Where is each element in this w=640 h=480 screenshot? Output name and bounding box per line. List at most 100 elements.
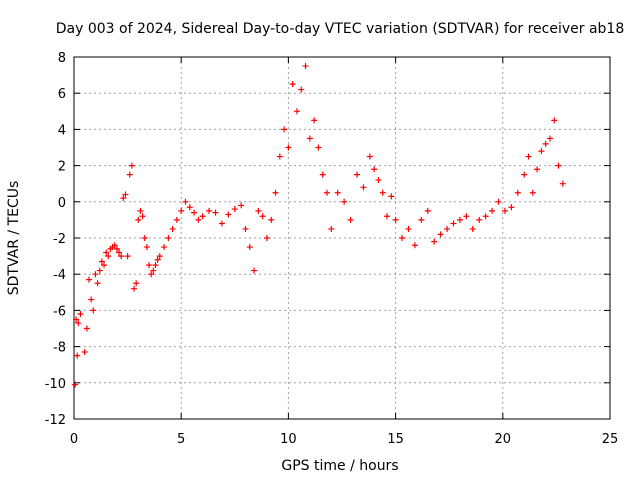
data-point [411,242,418,249]
x-tick-label: 15 [387,432,404,447]
data-point [450,220,457,227]
data-point [444,225,451,232]
data-point [501,207,508,214]
data-point [456,216,463,223]
data-point [75,320,82,327]
data-point [113,245,120,252]
data-point [135,216,142,223]
data-point [482,213,489,220]
y-tick-label: -8 [53,341,66,356]
data-point [218,220,225,227]
data-point [212,209,219,216]
data-point [72,381,79,388]
data-point [281,126,288,133]
data-point [83,325,90,332]
x-tick-label: 5 [177,432,185,447]
data-point [156,253,163,260]
data-point [98,258,105,265]
data-point [122,191,129,198]
data-point [199,213,206,220]
data-point [139,213,146,220]
data-point [323,189,330,196]
data-point [148,271,155,278]
data-point [137,207,144,214]
data-point [360,184,367,191]
data-point [101,262,108,269]
data-point [542,140,549,147]
data-point [514,189,521,196]
data-point [463,213,470,220]
data-point [146,262,153,269]
data-point [289,81,296,88]
data-point [469,225,476,232]
y-tick-label: -6 [53,304,66,319]
data-point [328,225,335,232]
data-point [559,180,566,187]
data-point [128,162,135,169]
axis-ticks: 0 5 10 15 20 25 -12 -10 -8 -6 -4 -2 0 2 4 6 8 [45,51,619,447]
x-axis-label: GPS time / hours [281,458,398,474]
chart-title: Day 003 of 2024, Sidereal Day-to-day VTE… [56,21,625,37]
data-point [77,311,84,318]
data-point [118,253,125,260]
data-point [173,216,180,223]
data-point [379,189,386,196]
data-point [384,213,391,220]
data-point [191,209,198,216]
data-point [306,135,313,142]
data-point [534,166,541,173]
data-point [131,285,138,292]
data-point [495,198,502,205]
data-point [546,135,553,142]
data-point [319,171,326,178]
data-point [272,189,279,196]
data-point [88,296,95,303]
x-tick-label: 25 [602,432,619,447]
data-point [268,216,275,223]
data-point [242,225,249,232]
data-point [169,225,176,232]
data-point [86,276,93,283]
data-point [105,253,112,260]
y-tick-label: -2 [53,232,66,247]
data-point [431,238,438,245]
data-point [133,280,140,287]
data-point [276,153,283,160]
data-point [186,204,193,211]
data-point [418,216,425,223]
data-point [178,207,185,214]
y-axis-label: SDTVAR / TECUs [6,181,22,296]
data-point [489,207,496,214]
data-point [141,235,148,241]
data-point [73,316,80,323]
y-tick-label: -10 [45,377,66,392]
y-tick-label: -4 [53,268,66,283]
data-point [111,242,118,249]
x-tick-label: 0 [70,432,78,447]
data-point [424,207,431,214]
data-point [525,153,532,160]
data-point [551,117,558,124]
data-point [366,153,373,160]
data-point [150,267,157,274]
data-point [399,235,406,241]
data-point [195,216,202,223]
data-point [238,202,245,209]
data-point [555,162,562,169]
data-point [154,256,161,263]
data-point [120,195,127,202]
data-point [529,189,536,196]
data-point [538,148,545,155]
data-point [143,244,150,251]
data-point [437,231,444,238]
data-point [347,216,354,223]
y-tick-label: 6 [58,87,66,102]
data-point [182,198,189,205]
data-point [251,267,258,274]
data-point [405,225,412,232]
data-point [388,193,395,200]
data-point [206,207,213,214]
data-point [124,253,131,260]
